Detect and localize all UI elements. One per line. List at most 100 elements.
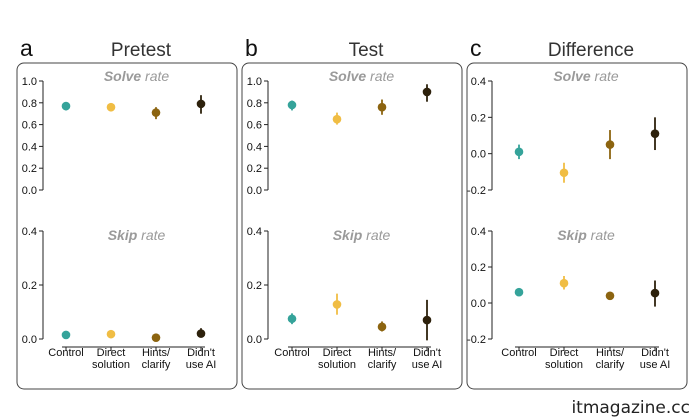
category-label-line2: clarify [142, 359, 171, 371]
panel-title: Difference [548, 40, 634, 61]
point-hints-clarify [605, 140, 615, 149]
category-label-hints-clarify: Hints/clarify [596, 347, 625, 371]
point-direct-solution [106, 329, 116, 339]
category-label-line1: Hints/ [142, 347, 171, 359]
point-didnt-use-ai [650, 129, 660, 138]
y-tick-label: 0.0 [22, 185, 37, 197]
panel-letter: b [245, 35, 258, 61]
panels: a Pretest Solve rate 0.0 0.2 0.4 0.6 0.8 1.0 Skip… [16, 35, 688, 390]
category-label-didnt-use-ai: Didn't use AI [412, 347, 443, 371]
category-label-control: Control [274, 347, 309, 359]
y-tick-label: 1.0 [247, 76, 262, 88]
subplot-skip: Skip rate -0.2 0.0 0.2 0.4 [467, 226, 660, 351]
subplot-title-metric: Solve [553, 68, 591, 84]
category-label-line1: Direct [550, 347, 579, 359]
subplot-title: Skip rate [333, 227, 391, 243]
point-control [514, 287, 524, 297]
category-label-control: Control [501, 347, 536, 359]
point-control [514, 147, 524, 157]
point-direct-solution [332, 114, 342, 124]
point-hints-clarify [151, 108, 161, 117]
y-tick-label: 0.2 [247, 280, 262, 292]
category-label-direct-solution: Direct solution [545, 347, 583, 371]
subplot-title-rest: rate [591, 68, 619, 84]
subplot-title-rest: rate [141, 68, 169, 84]
subplot-title-rest: rate [137, 227, 165, 243]
category-label-hints-clarify: Hints/clarify [368, 347, 397, 371]
y-tick-label: 0.4 [471, 76, 486, 88]
point-hints-clarify [377, 102, 387, 112]
category-label-hints-clarify: Hints/clarify [142, 347, 171, 371]
point-didnt-use-ai [196, 329, 206, 338]
category-label-didnt-use-ai: Didn't use AI [186, 347, 217, 371]
category-label-line2: clarify [596, 359, 625, 371]
point-control [61, 101, 71, 111]
subplot-title-metric: Skip [108, 227, 138, 243]
y-tick-label: 1.0 [22, 76, 37, 88]
subplot-skip: Skip rate 0.0 0.2 0.4 [22, 226, 206, 351]
category-label-line1: Didn't [413, 347, 441, 359]
y-tick-label: 0.0 [471, 149, 486, 161]
category-label-line1: Direct [97, 347, 126, 359]
y-tick-label: 0.4 [471, 226, 486, 238]
y-tick-label: 0.2 [22, 163, 37, 175]
point-control [287, 314, 297, 324]
y-tick-label: -0.2 [467, 334, 486, 346]
panel-title: Pretest [111, 40, 172, 61]
subplot-title: Skip rate [557, 227, 615, 243]
category-label-direct-solution: Direct solution [318, 347, 356, 371]
y-tick-label: 0.2 [22, 280, 37, 292]
y-tick-label: 0.6 [22, 120, 37, 132]
subplot-title-metric: Solve [104, 68, 142, 84]
category-label-line2: use AI [186, 359, 217, 371]
y-tick-label: 0.6 [247, 120, 262, 132]
category-label-line2: solution [318, 359, 356, 371]
y-tick-label: 0.2 [471, 112, 486, 124]
point-hints-clarify [605, 291, 615, 301]
category-label-line1: Didn't [641, 347, 669, 359]
subplot-title-metric: Solve [329, 68, 367, 84]
subplot-title-rest: rate [366, 68, 394, 84]
subplot-title: Solve rate [329, 68, 395, 84]
category-label-line2: use AI [640, 359, 671, 371]
point-direct-solution [332, 300, 342, 309]
y-tick-label: 0.0 [471, 298, 486, 310]
point-hints-clarify [151, 333, 161, 342]
category-label-line2: clarify [368, 359, 397, 371]
y-tick-label: 0.4 [22, 141, 37, 153]
y-tick-label: 0.4 [247, 226, 262, 238]
y-tick-label: 0.4 [247, 141, 262, 153]
point-direct-solution [106, 102, 116, 112]
subplot-solve: Solve rate -0.2 0.0 0.2 0.4 [467, 68, 660, 197]
panel-b: b Test Solve rate 0.0 0.2 0.4 0.6 0.8 1.0 Skip ra… [241, 35, 463, 390]
point-control [61, 330, 71, 340]
subplot-solve: Solve rate 0.0 0.2 0.4 0.6 0.8 1.0 [247, 68, 432, 197]
point-didnt-use-ai [422, 315, 432, 325]
y-tick-label: 0.4 [22, 226, 37, 238]
point-didnt-use-ai [196, 99, 206, 109]
category-label-line1: Hints/ [596, 347, 625, 359]
point-hints-clarify [377, 322, 387, 332]
category-label-line2: solution [545, 359, 583, 371]
y-tick-label: 0.8 [247, 98, 262, 110]
point-direct-solution [559, 278, 569, 288]
subplot-title-rest: rate [587, 227, 615, 243]
y-tick-label: 0.0 [247, 334, 262, 346]
subplot-title: Solve rate [553, 68, 619, 84]
watermark: itmagazine.cc [571, 398, 690, 418]
subplot-title-rest: rate [362, 227, 390, 243]
subplot-title: Solve rate [104, 68, 170, 84]
y-tick-label: 0.0 [247, 185, 262, 197]
category-label-line1: Didn't [187, 347, 215, 359]
panel-frame [16, 62, 238, 390]
panel-frame [241, 62, 463, 390]
category-label-direct-solution: Direct solution [92, 347, 130, 371]
panel-a: a Pretest Solve rate 0.0 0.2 0.4 0.6 0.8 1.0 Skip… [16, 35, 238, 390]
point-control [287, 100, 297, 110]
category-label-didnt-use-ai: Didn't use AI [640, 347, 671, 371]
subplot-title-metric: Skip [333, 227, 363, 243]
point-direct-solution [559, 168, 569, 178]
subplot-skip: Skip rate 0.0 0.2 0.4 [247, 226, 432, 351]
